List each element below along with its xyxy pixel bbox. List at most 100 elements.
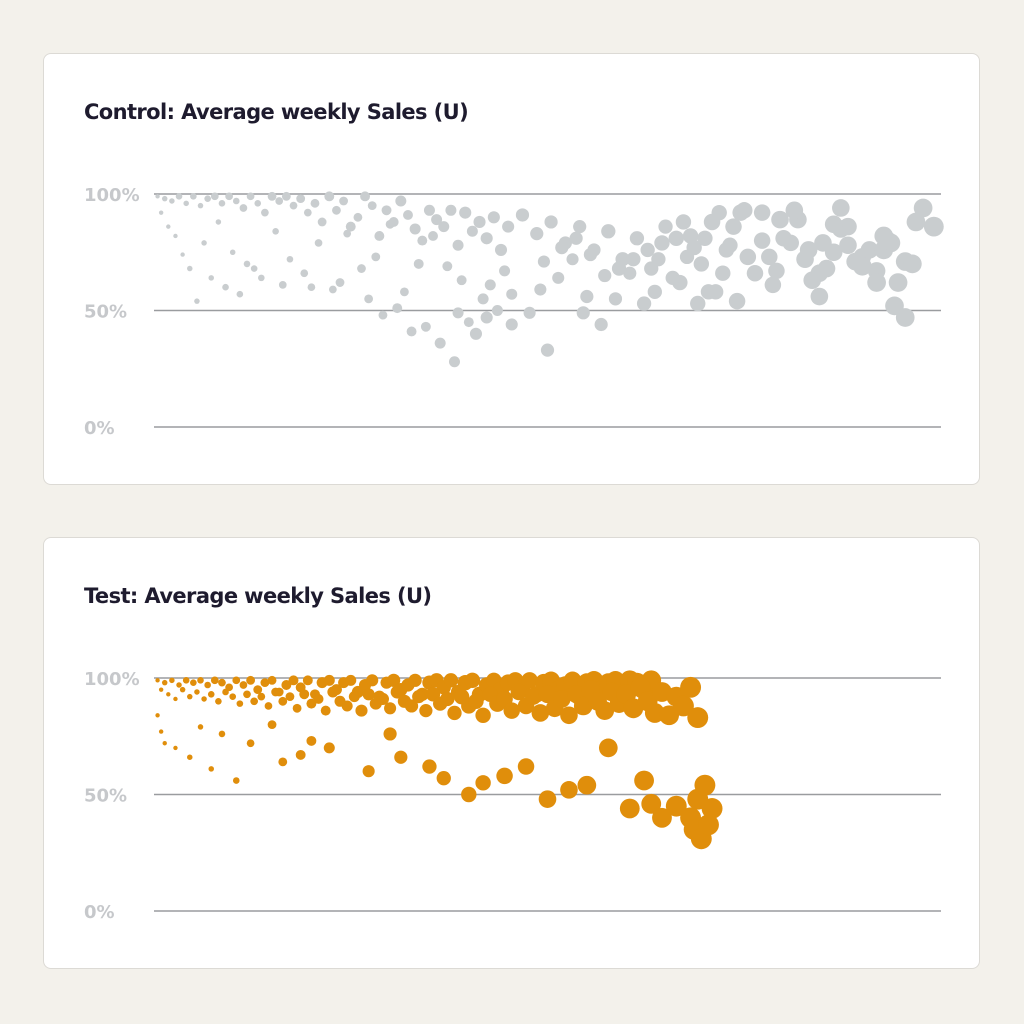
- data-point: [641, 793, 662, 814]
- data-point: [310, 198, 320, 208]
- data-point: [267, 720, 277, 729]
- data-point: [768, 262, 785, 280]
- data-point: [895, 308, 915, 327]
- data-point: [307, 283, 316, 292]
- data-point: [722, 237, 738, 253]
- data-point: [306, 735, 317, 746]
- data-point: [888, 273, 908, 292]
- data-point: [686, 239, 702, 256]
- data-point: [236, 700, 244, 707]
- chart-title: Control: Average weekly Sales (U): [84, 100, 469, 124]
- data-point: [155, 194, 160, 199]
- data-point: [494, 243, 508, 256]
- data-point: [736, 202, 753, 219]
- data-point: [345, 221, 356, 232]
- data-point: [348, 691, 360, 703]
- data-point: [475, 775, 491, 791]
- y-tick-label: 50%: [84, 302, 127, 323]
- data-point: [317, 217, 327, 227]
- data-point: [261, 208, 269, 217]
- data-point: [577, 775, 597, 795]
- data-point: [640, 242, 655, 258]
- data-point: [725, 218, 742, 235]
- data-point: [254, 200, 262, 207]
- data-point: [215, 698, 222, 705]
- data-point: [295, 749, 306, 760]
- data-point: [447, 705, 462, 721]
- data-point: [428, 230, 438, 241]
- data-point: [194, 689, 200, 695]
- data-point: [155, 678, 160, 683]
- chart-title: Test: Average weekly Sales (U): [84, 584, 432, 608]
- data-point: [408, 673, 422, 687]
- data-point: [675, 214, 692, 230]
- data-point: [320, 705, 331, 716]
- data-point: [306, 698, 317, 709]
- data-point: [810, 287, 829, 306]
- data-point: [243, 690, 251, 699]
- data-point: [173, 745, 178, 751]
- data-point: [187, 265, 193, 272]
- data-point: [420, 321, 431, 332]
- data-point: [459, 206, 472, 219]
- data-point: [647, 284, 662, 300]
- data-point: [665, 270, 680, 286]
- data-point: [560, 706, 578, 725]
- data-point: [390, 685, 404, 699]
- data-point: [538, 790, 557, 808]
- data-point: [658, 219, 673, 234]
- data-point: [814, 234, 832, 252]
- data-point: [383, 727, 397, 741]
- data-point: [162, 741, 167, 746]
- data-point: [341, 700, 353, 712]
- data-point: [700, 284, 717, 300]
- data-point: [173, 233, 178, 239]
- data-point: [817, 259, 836, 278]
- data-point: [775, 230, 792, 247]
- data-point: [225, 192, 233, 201]
- data-point: [634, 770, 654, 791]
- data-point: [538, 685, 557, 704]
- data-point: [187, 693, 193, 700]
- data-point: [530, 227, 544, 241]
- data-point: [302, 675, 313, 686]
- data-point: [204, 195, 211, 202]
- data-point: [288, 675, 299, 686]
- data-point: [194, 298, 200, 304]
- data-point: [654, 235, 670, 251]
- data-point: [566, 253, 579, 266]
- data-point: [183, 200, 189, 207]
- data-point: [210, 676, 219, 685]
- data-point: [524, 688, 542, 705]
- data-point: [515, 208, 530, 222]
- data-point: [362, 688, 375, 701]
- data-point: [208, 766, 214, 772]
- data-point: [867, 273, 886, 292]
- data-point: [250, 265, 258, 272]
- data-point: [299, 689, 310, 700]
- data-point: [155, 713, 160, 718]
- data-point: [406, 326, 417, 337]
- data-point: [739, 248, 757, 266]
- data-point: [715, 265, 731, 281]
- data-point: [387, 673, 401, 687]
- data-point: [698, 814, 719, 836]
- data-point: [468, 693, 484, 709]
- data-point: [378, 310, 388, 320]
- data-point: [569, 231, 583, 245]
- data-point: [409, 223, 421, 235]
- data-point: [496, 767, 513, 785]
- data-point: [419, 704, 433, 718]
- data-point: [190, 679, 197, 686]
- data-point: [303, 208, 312, 217]
- data-point: [560, 781, 578, 799]
- data-point: [267, 675, 277, 685]
- data-point: [531, 704, 550, 722]
- data-point: [636, 296, 652, 311]
- data-point: [487, 211, 500, 224]
- data-point: [176, 682, 182, 688]
- data-point: [687, 707, 709, 729]
- data-point: [286, 255, 294, 263]
- data-point: [260, 678, 270, 688]
- data-point: [257, 692, 266, 701]
